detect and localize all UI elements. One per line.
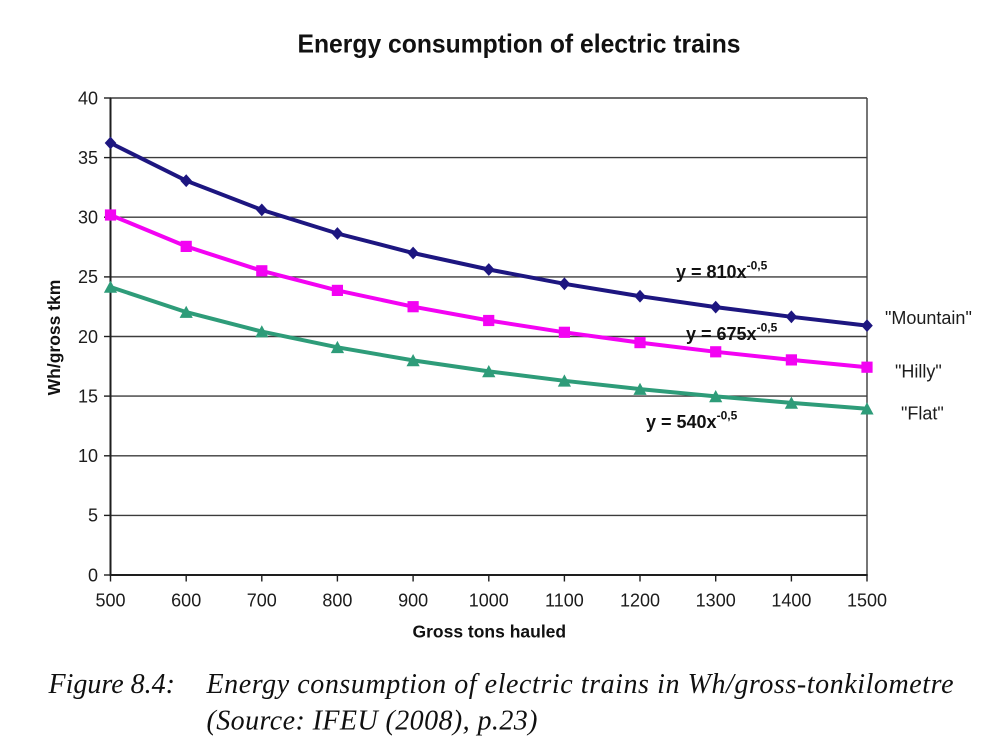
svg-text:Wh/gross tkm: Wh/gross tkm — [44, 280, 64, 396]
svg-text:1300: 1300 — [696, 591, 736, 611]
svg-text:800: 800 — [322, 591, 352, 611]
svg-text:1200: 1200 — [620, 591, 660, 611]
svg-text:y = 675x-0,5: y = 675x-0,5 — [686, 321, 778, 345]
svg-text:1500: 1500 — [847, 591, 887, 611]
svg-text:900: 900 — [398, 591, 428, 611]
svg-text:(Source: IFEU (2008), p.23): (Source: IFEU (2008), p.23) — [207, 706, 538, 737]
svg-text:600: 600 — [171, 591, 201, 611]
svg-text:1400: 1400 — [771, 591, 811, 611]
svg-text:1100: 1100 — [545, 591, 584, 611]
svg-text:30: 30 — [78, 208, 98, 228]
svg-text:25: 25 — [78, 267, 98, 287]
svg-text:700: 700 — [247, 591, 277, 611]
svg-text:"Hilly": "Hilly" — [895, 362, 942, 382]
svg-text:y = 810x-0,5: y = 810x-0,5 — [676, 259, 768, 283]
svg-text:Figure 8.4:: Figure 8.4: — [48, 669, 176, 700]
svg-text:Gross tons hauled: Gross tons hauled — [412, 622, 566, 642]
svg-text:0: 0 — [88, 565, 98, 585]
svg-text:5: 5 — [88, 506, 98, 526]
svg-text:"Flat": "Flat" — [901, 404, 944, 424]
svg-text:Energy consumption of electric: Energy consumption of electric trains in… — [206, 669, 954, 700]
svg-text:10: 10 — [78, 446, 98, 466]
svg-text:40: 40 — [78, 88, 98, 108]
svg-text:35: 35 — [78, 148, 98, 168]
svg-text:20: 20 — [78, 327, 98, 347]
svg-text:15: 15 — [78, 386, 98, 406]
svg-text:Energy consumption of electric: Energy consumption of electric trains — [298, 29, 741, 59]
svg-text:y = 540x-0,5: y = 540x-0,5 — [646, 409, 738, 433]
svg-text:500: 500 — [95, 591, 125, 611]
svg-text:1000: 1000 — [469, 591, 509, 611]
svg-text:"Mountain": "Mountain" — [885, 308, 972, 328]
